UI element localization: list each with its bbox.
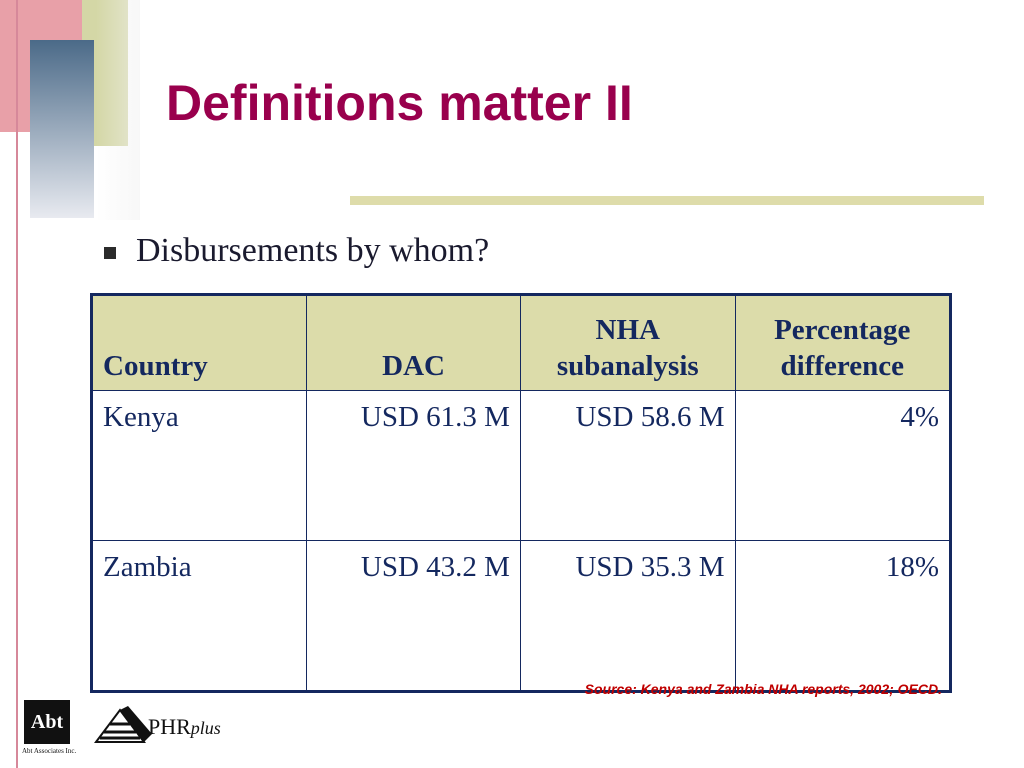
header-country: Country <box>90 294 308 391</box>
decor-vertical-line <box>16 0 18 768</box>
header-dac: DAC <box>306 294 521 391</box>
cell-country: Kenya <box>90 390 308 541</box>
header-nha-subanalysis: NHA subanalysis <box>519 294 736 391</box>
decor-fade-block <box>30 40 94 218</box>
cell-dac: USD 61.3 M <box>306 390 521 541</box>
phr-pyramid-icon <box>94 706 152 743</box>
table-row: Kenya USD 61.3 M USD 58.6 M 4% <box>90 390 951 541</box>
cell-country: Zambia <box>90 540 308 692</box>
bullet-item: Disbursements by whom? <box>104 232 489 270</box>
data-table: Country DAC NHA subanalysis Percentage d… <box>90 293 952 693</box>
abt-logo-text: Abt <box>30 710 64 733</box>
title-underline <box>350 196 984 205</box>
phr-plus-logo: PHRplus <box>148 714 221 740</box>
abt-logo-subtitle: Abt Associates Inc. <box>22 747 77 755</box>
source-note: Source: Kenya and Zambia NHA reports, 20… <box>584 681 942 697</box>
abt-logo: Abt <box>24 700 70 744</box>
cell-difference: 4% <box>734 390 951 541</box>
header-percentage-difference: Percentage difference <box>734 294 951 391</box>
cell-difference: 18% <box>734 540 951 692</box>
bullet-square-icon <box>104 247 116 259</box>
decor-fade-right <box>96 0 140 220</box>
phr-logo-plus: plus <box>190 718 221 738</box>
cell-nha: USD 58.6 M <box>519 390 736 541</box>
cell-dac: USD 43.2 M <box>306 540 521 692</box>
phr-logo-main: PHR <box>148 714 191 739</box>
page-title: Definitions matter II <box>166 75 633 131</box>
bullet-text: Disbursements by whom? <box>136 232 490 269</box>
cell-nha: USD 35.3 M <box>519 540 736 692</box>
table-row: Zambia USD 43.2 M USD 35.3 M 18% <box>90 540 951 692</box>
table-header-row: Country DAC NHA subanalysis Percentage d… <box>90 294 951 391</box>
